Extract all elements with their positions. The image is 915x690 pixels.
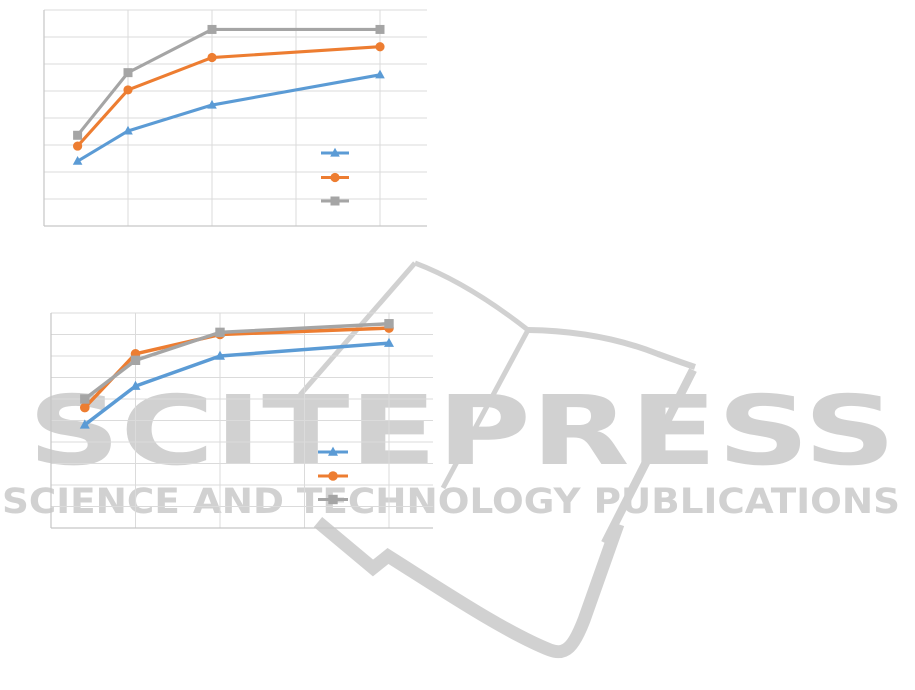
chart-1-series-blue-triangle-line [76,73,382,163]
chart-1-series-blue-triangle-marker [207,99,217,109]
chart-2-legend [318,446,348,505]
chart-2-series-blue-triangle-line [83,341,391,427]
chart-1-series-gray-square-marker [375,24,385,34]
chart-2-series-blue-triangle-marker [384,337,394,347]
chart-1-legend-square-marker [330,196,340,206]
chart-2-series-gray-square-marker [130,355,141,365]
chart-1-series-orange-circle-marker [123,85,133,95]
chart-1-series-orange-circle-line [76,45,382,148]
book-left-page-top [414,260,530,332]
watermark-title: SCITEPRESS [28,375,896,487]
chart-2-legend-circle-marker [328,471,338,481]
chart-1-series-gray-square-line [76,27,382,137]
chart-1-legend-circle-marker [330,172,340,183]
chart-2-series-orange-circle-marker [80,402,90,413]
chart-1-legend [321,147,349,206]
chart-2-legend-triangle-marker [328,446,338,456]
book-right-page-top [527,327,696,370]
chart-1-series-blue-triangle-marker [123,125,133,135]
chart-2-legend-square-marker [328,494,338,505]
chart-2-series-orange-circle-line [83,326,391,410]
chart-1-series-gray-square-marker [123,68,133,78]
book-spine-line [440,328,531,490]
book-right-page-edge [601,368,697,545]
chart-2-series-blue-triangle-marker [79,419,90,429]
chart-1-series-gray-square-marker [73,130,83,140]
watermark-subtitle: SCIENCE AND TECHNOLOGY PUBLICATIONS [2,482,900,522]
chart-1-series-gray-square-marker [207,24,217,34]
chart-2-series-gray-square-line [83,322,391,401]
chart-1-legend-triangle-marker [330,147,340,157]
chart-2-series-blue-triangle-marker [215,350,225,360]
chart-1-series-orange-circle-marker [73,141,83,151]
chart-2-series-blue-triangle-marker [130,380,141,390]
line-chart-2 [50,312,433,529]
chart-1-series-orange-circle-marker [375,42,385,52]
chart-1-series-orange-circle-marker [207,52,217,63]
chart-2-series-gray-square-marker [384,319,394,329]
book-bottom-swoosh [313,517,625,658]
chart-1-series-blue-triangle-marker [72,156,83,165]
chart-2-series-gray-square-marker [80,394,90,404]
chart-1-series-blue-triangle-marker [375,69,385,79]
chart-2-series-gray-square-marker [215,327,225,338]
line-chart-1 [43,9,427,227]
open-book-outline-icon [298,260,697,658]
